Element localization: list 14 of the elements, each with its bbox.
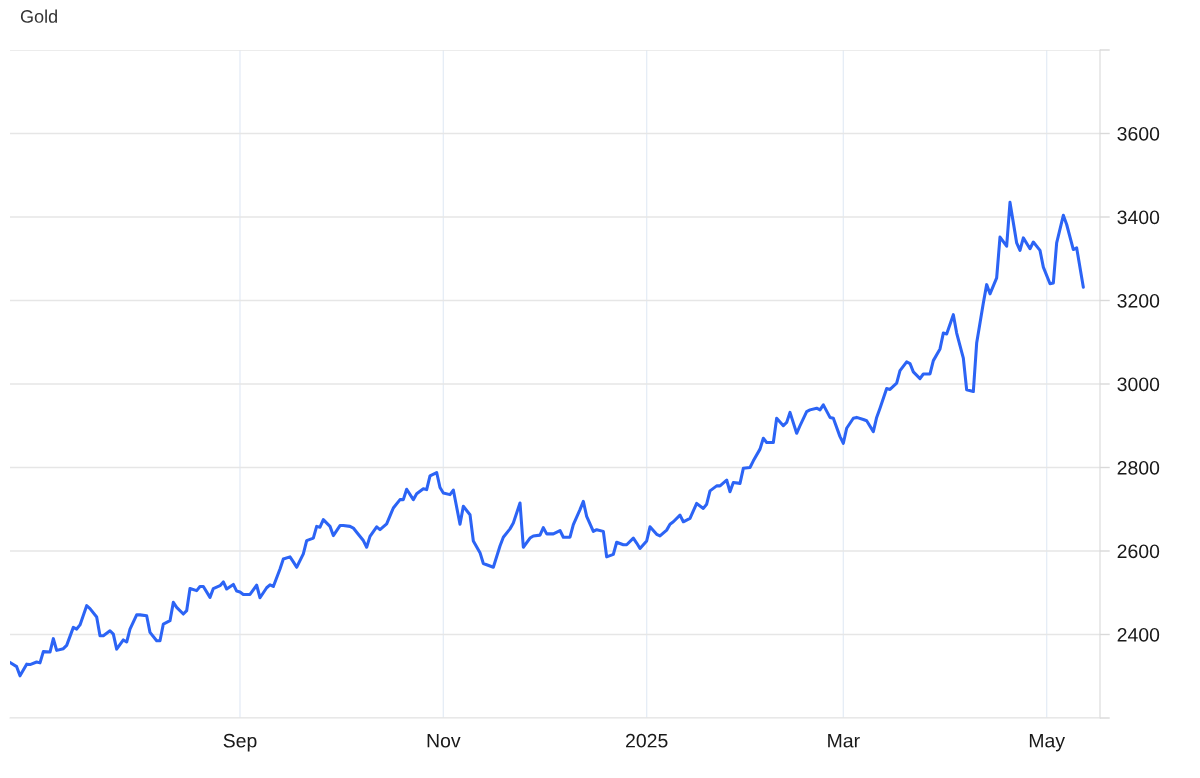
- x-tick-label: May: [1029, 733, 1065, 752]
- x-tick-label: 2025: [626, 733, 668, 748]
- y-tick-label: 2800: [1117, 460, 1160, 475]
- y-tick-label: 3200: [1117, 293, 1160, 308]
- chart-title: Gold: [20, 9, 57, 23]
- y-tick-label: 2400: [1117, 627, 1160, 642]
- line-series: [10, 200, 1085, 678]
- x-tick-label: Mar: [828, 733, 860, 748]
- x-tick-label: Nov: [427, 733, 461, 748]
- x-tick-label: Sep: [223, 733, 257, 752]
- y-tick-label: 3600: [1117, 126, 1160, 141]
- y-tick-label: 3000: [1117, 377, 1160, 392]
- y-tick-label: 3400: [1117, 210, 1160, 225]
- y-tick-label: 2600: [1117, 544, 1160, 559]
